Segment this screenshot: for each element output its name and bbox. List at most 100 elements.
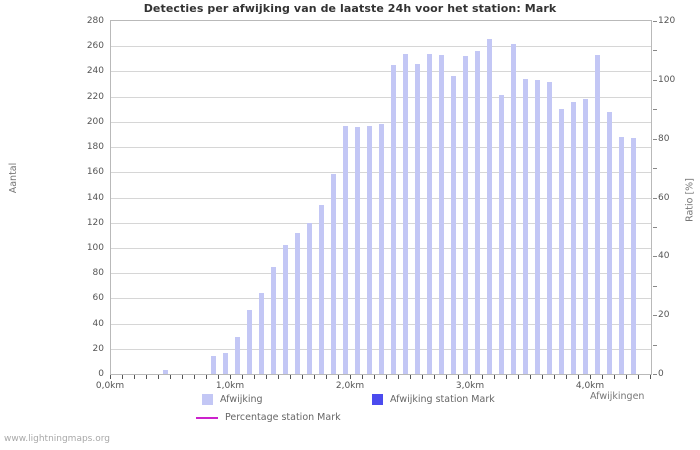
- x-tick: [410, 375, 411, 379]
- y-tick-label-left: 60: [92, 293, 104, 304]
- x-tick: [182, 375, 183, 379]
- x-tick-label: 3,0km: [455, 381, 485, 391]
- x-tick: [290, 375, 291, 379]
- bar: [594, 55, 600, 374]
- y-minor-tick: [653, 226, 657, 228]
- y-minor-tick: [653, 197, 657, 199]
- x-tick: [506, 375, 507, 379]
- x-tick: [446, 375, 447, 379]
- x-tick: [110, 375, 111, 379]
- x-tick: [374, 375, 375, 379]
- x-tick-label: 1,0km: [215, 381, 245, 391]
- x-tick: [146, 375, 147, 379]
- bar: [162, 370, 168, 374]
- y-tick-label-left: 220: [86, 91, 104, 102]
- bar: [354, 126, 360, 374]
- x-tick: [230, 375, 231, 379]
- bar: [546, 81, 552, 374]
- bar: [306, 222, 312, 374]
- bar: [318, 205, 324, 374]
- x-tick: [398, 375, 399, 379]
- bar: [606, 111, 612, 374]
- watermark: www.lightningmaps.org: [4, 434, 110, 444]
- bar: [534, 80, 540, 374]
- x-tick: [422, 375, 423, 379]
- y-minor-tick: [653, 285, 657, 287]
- x-tick: [326, 375, 327, 379]
- bar: [282, 245, 288, 374]
- bar: [570, 101, 576, 374]
- gridline: [111, 121, 651, 123]
- bar: [366, 125, 372, 374]
- x-tick: [242, 375, 243, 379]
- bar: [450, 76, 456, 374]
- bar: [510, 43, 516, 374]
- bar: [630, 138, 636, 374]
- y-minor-tick: [653, 21, 657, 22]
- legend-swatch-icon: [372, 394, 383, 405]
- y-tick-label-left: 200: [86, 116, 104, 127]
- x-tick: [590, 375, 591, 379]
- legend-swatch-icon: [202, 394, 213, 405]
- bar: [582, 99, 588, 374]
- y-tick-label-left: 100: [86, 242, 104, 253]
- y-tick-label-right: 100: [658, 74, 676, 85]
- x-tick: [218, 375, 219, 379]
- y-tick-label-right: 120: [658, 16, 676, 26]
- gridline: [111, 96, 651, 98]
- bar-series: [111, 21, 651, 374]
- y-minor-tick: [653, 79, 657, 81]
- y-tick-label-left: 80: [92, 268, 104, 279]
- bar: [270, 266, 276, 374]
- x-tick: [158, 375, 159, 379]
- legend-label: Afwijking station Mark: [390, 394, 495, 405]
- legend-item-afwijking-station: Afwijking station Mark: [372, 394, 495, 405]
- bar: [402, 53, 408, 374]
- x-tick: [566, 375, 567, 379]
- bar: [462, 56, 468, 374]
- x-tick: [650, 375, 651, 379]
- x-tick: [338, 375, 339, 379]
- bar: [222, 352, 228, 374]
- y-tick-label-left: 120: [86, 217, 104, 228]
- y-minor-tick: [653, 50, 657, 52]
- x-tick: [614, 375, 615, 379]
- x-tick: [350, 375, 351, 379]
- bar: [210, 356, 216, 374]
- x-tick: [554, 375, 555, 379]
- bar: [486, 38, 492, 374]
- gridline: [111, 71, 651, 73]
- bar: [498, 95, 504, 374]
- x-tick: [314, 375, 315, 379]
- gridline: [111, 46, 651, 48]
- x-tick: [362, 375, 363, 379]
- x-tick: [626, 375, 627, 379]
- y-tick-label-right: 0: [658, 369, 664, 379]
- x-axis-ticks: [110, 375, 652, 380]
- y-tick-label-right: 20: [658, 310, 670, 321]
- x-tick: [638, 375, 639, 379]
- legend-item-afwijking: Afwijking: [202, 394, 263, 405]
- x-tick: [122, 375, 123, 379]
- legend-label: Percentage station Mark: [225, 412, 341, 423]
- bar: [618, 137, 624, 374]
- legend-label: Afwijking: [220, 394, 263, 405]
- x-tick: [482, 375, 483, 379]
- x-tick: [458, 375, 459, 379]
- y-minor-tick: [653, 344, 657, 346]
- x-tick: [542, 375, 543, 379]
- y-minor-tick: [653, 138, 657, 140]
- x-axis-label: Afwijkingen: [590, 391, 645, 402]
- bar: [258, 293, 264, 374]
- bar: [558, 109, 564, 374]
- y-axis-label-right: Ratio [%]: [684, 178, 696, 222]
- bar: [438, 55, 444, 374]
- x-tick: [386, 375, 387, 379]
- y-tick-label-left: 280: [86, 16, 104, 26]
- x-tick-label: 4,0km: [575, 381, 605, 391]
- y-tick-label-left: 260: [86, 41, 104, 52]
- legend-item-percentage-station: Percentage station Mark: [196, 412, 341, 423]
- x-tick: [578, 375, 579, 379]
- x-tick: [302, 375, 303, 379]
